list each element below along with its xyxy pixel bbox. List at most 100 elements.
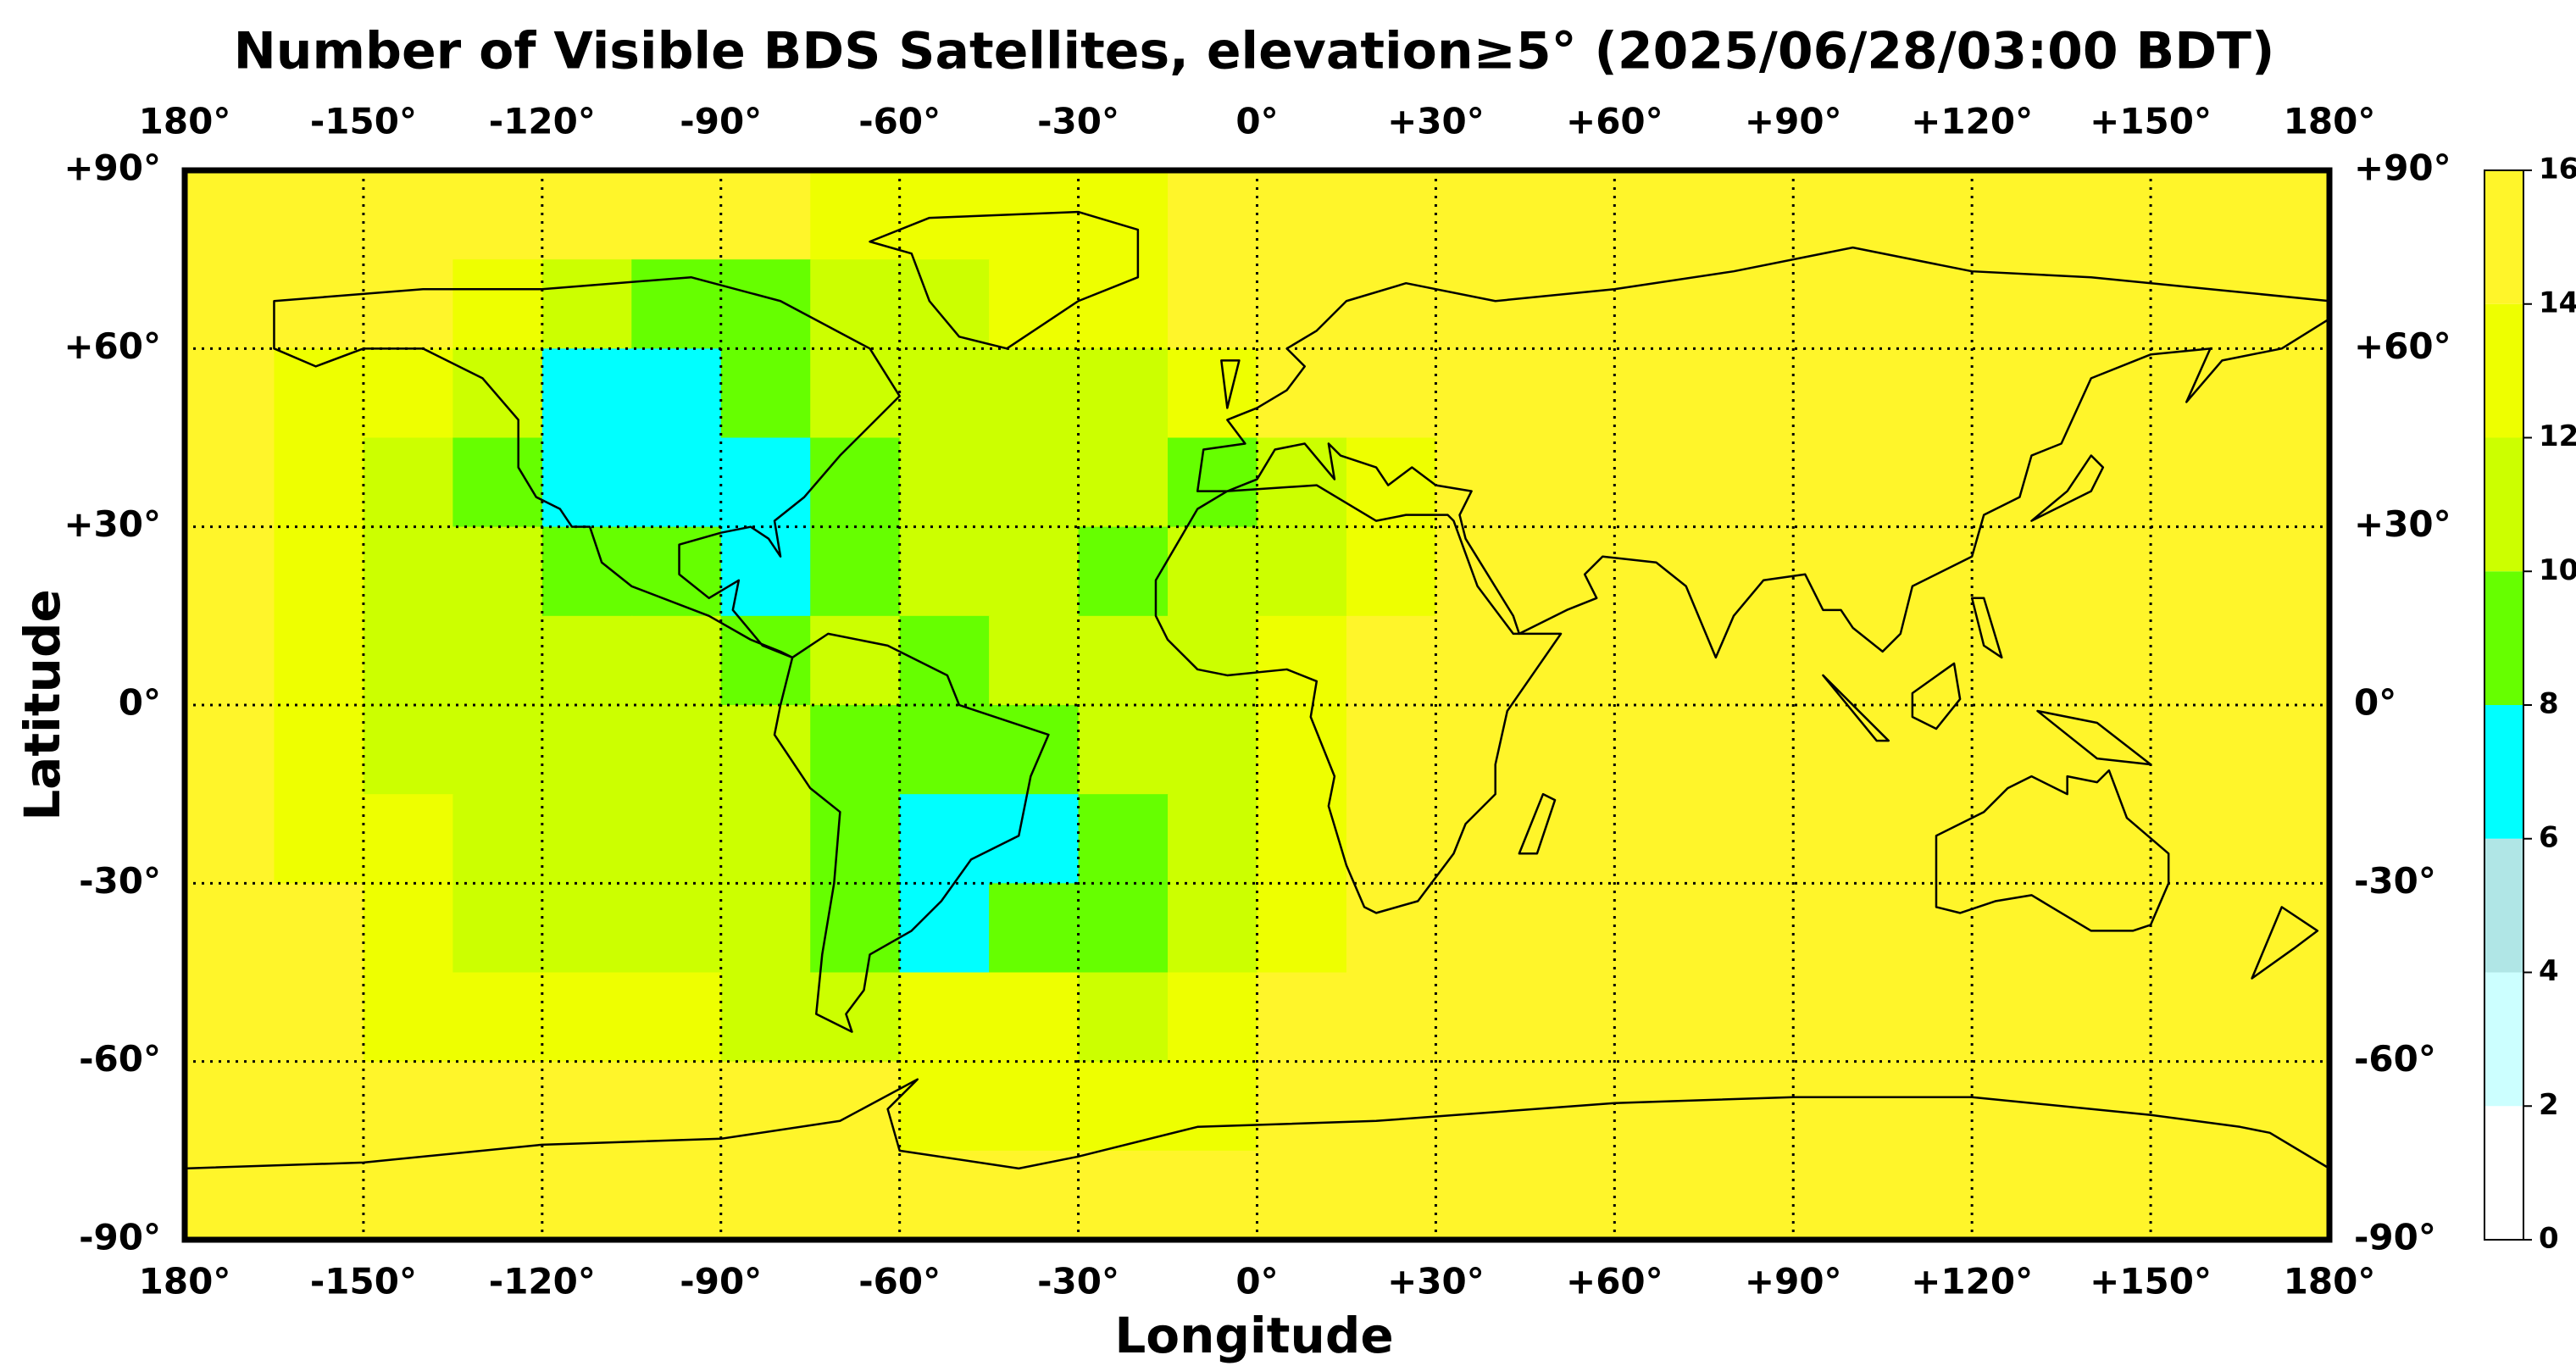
x-tick-label: -120° bbox=[489, 101, 596, 142]
cell bbox=[1614, 526, 1705, 617]
cell bbox=[274, 348, 364, 439]
cell bbox=[2240, 705, 2330, 796]
cell bbox=[1168, 1061, 1258, 1152]
cell bbox=[452, 526, 543, 617]
cell bbox=[541, 348, 633, 439]
cell bbox=[1972, 972, 2062, 1063]
colorbar: 0 2 4 6 8 10 12 14 16 bbox=[2484, 153, 2576, 1256]
cell bbox=[631, 437, 722, 528]
cell bbox=[452, 1150, 543, 1241]
cell bbox=[720, 1150, 812, 1241]
cell bbox=[631, 705, 722, 796]
cell bbox=[274, 259, 364, 350]
cell bbox=[363, 1150, 454, 1241]
cell bbox=[1614, 348, 1705, 439]
cell bbox=[2061, 348, 2152, 439]
cell bbox=[363, 526, 454, 617]
cell bbox=[185, 883, 275, 974]
cell bbox=[1257, 883, 1347, 974]
cell bbox=[274, 972, 364, 1063]
cell bbox=[1524, 259, 1616, 350]
y-tick-label: +60° bbox=[2354, 325, 2451, 367]
cell bbox=[1257, 526, 1347, 617]
cell bbox=[1168, 883, 1258, 974]
cell bbox=[1257, 348, 1347, 439]
cell bbox=[1614, 259, 1705, 350]
y-tick-label: -30° bbox=[2354, 860, 2436, 902]
cell bbox=[810, 348, 901, 439]
cell bbox=[1882, 526, 1974, 617]
cell bbox=[1703, 526, 1795, 617]
cell bbox=[989, 615, 1080, 706]
cell bbox=[2240, 972, 2330, 1063]
y-tick-label: +60° bbox=[64, 325, 161, 367]
cell bbox=[452, 615, 543, 706]
cell bbox=[2240, 1150, 2330, 1241]
x-tick-label: -150° bbox=[310, 1261, 417, 1302]
cell bbox=[541, 972, 633, 1063]
cell bbox=[720, 794, 812, 885]
cell bbox=[1972, 526, 2062, 617]
cell bbox=[1793, 972, 1884, 1063]
cell bbox=[1524, 437, 1616, 528]
cell bbox=[1435, 170, 1526, 261]
x-tick-label: +120° bbox=[1911, 1261, 2033, 1302]
y-tick-label: -60° bbox=[2354, 1038, 2436, 1080]
cell bbox=[2151, 972, 2241, 1063]
cell bbox=[185, 615, 275, 706]
cell bbox=[1168, 705, 1258, 796]
cell bbox=[899, 972, 991, 1063]
colorbar-swatch bbox=[2484, 838, 2523, 973]
cell bbox=[899, 705, 991, 796]
cell bbox=[1346, 705, 1437, 796]
cell bbox=[2061, 259, 2152, 350]
cell bbox=[720, 1061, 812, 1152]
cell bbox=[1078, 437, 1169, 528]
cell bbox=[2061, 170, 2152, 261]
cell bbox=[989, 437, 1080, 528]
coast-africa bbox=[1156, 486, 1561, 913]
cell bbox=[1972, 615, 2062, 706]
x-tick-label: 0° bbox=[1235, 101, 1278, 142]
cell bbox=[274, 794, 364, 885]
map-frame bbox=[181, 167, 2333, 1243]
y-tick-label: -30° bbox=[79, 860, 161, 902]
cell bbox=[1257, 259, 1347, 350]
colorbar-tick-label: 14 bbox=[2539, 286, 2576, 319]
coastlines bbox=[185, 212, 2329, 1169]
cell bbox=[2240, 1061, 2330, 1152]
cell bbox=[810, 615, 901, 706]
cell bbox=[541, 170, 633, 261]
cell bbox=[1078, 615, 1169, 706]
coast-eurasia bbox=[1197, 247, 2329, 658]
x-tick-label: +60° bbox=[1566, 101, 1663, 142]
cell bbox=[1882, 259, 1974, 350]
cell bbox=[2151, 437, 2241, 528]
cell bbox=[1972, 1150, 2062, 1241]
cell bbox=[1257, 972, 1347, 1063]
cell bbox=[1435, 437, 1526, 528]
cell bbox=[185, 1061, 275, 1152]
cell bbox=[720, 972, 812, 1063]
field bbox=[185, 170, 2330, 1241]
colorbar-tick-label: 8 bbox=[2539, 687, 2559, 721]
colorbar-swatch bbox=[2484, 437, 2523, 572]
cell bbox=[1882, 1061, 1974, 1152]
cell bbox=[2151, 526, 2241, 617]
cell bbox=[452, 794, 543, 885]
cell bbox=[2151, 883, 2241, 974]
cell bbox=[1078, 526, 1169, 617]
x-tick-label: +150° bbox=[2090, 101, 2212, 142]
cell bbox=[363, 794, 454, 885]
cell bbox=[1524, 348, 1616, 439]
cell bbox=[1524, 883, 1616, 974]
cell bbox=[1168, 259, 1258, 350]
cell bbox=[274, 883, 364, 974]
cell bbox=[1703, 705, 1795, 796]
x-tick-label: +90° bbox=[1745, 1261, 1842, 1302]
cell bbox=[2061, 883, 2152, 974]
cell bbox=[1614, 437, 1705, 528]
y-tick-label: +30° bbox=[2354, 503, 2451, 545]
cell bbox=[720, 437, 812, 528]
